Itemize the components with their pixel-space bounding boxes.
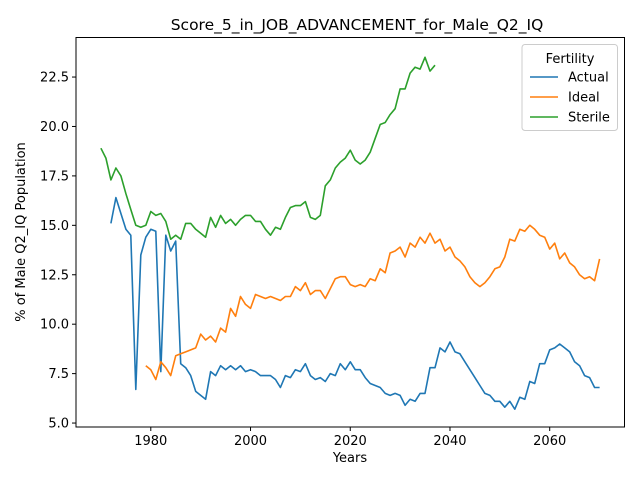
x-axis-ticks: 1980 2000 2020 2040 2060 [134, 427, 566, 449]
series-line-actual [110, 196, 600, 411]
x-tick-label: 2040 [433, 434, 466, 449]
y-tick-label: 12.5 [40, 268, 69, 283]
y-tick-label: 17.5 [40, 169, 69, 184]
legend-label-sterile: Sterile [568, 111, 610, 126]
series-line-ideal [145, 224, 601, 381]
y-tick-label: 5.0 [48, 417, 69, 432]
x-axis-label: Years [332, 451, 368, 466]
x-tick-label: 2000 [234, 434, 267, 449]
x-tick-label: 2020 [334, 434, 367, 449]
x-tick-label: 1980 [134, 434, 167, 449]
legend-label-ideal: Ideal [568, 91, 600, 106]
chart-title: Score_5_in_JOB_ADVANCEMENT_for_Male_Q2_I… [171, 16, 544, 35]
legend-entries: Actual Ideal Sterile [530, 71, 610, 126]
y-axis-ticks: 5.0 7.5 10.0 12.5 15.0 17.5 20.0 22.5 [40, 71, 76, 432]
legend-title: Fertility [546, 52, 595, 67]
y-axis-label: % of Male Q2_IQ Population [14, 142, 29, 322]
legend: Fertility Actual Ideal Sterile [521, 44, 618, 131]
plot-lines [100, 56, 601, 411]
y-tick-label: 22.5 [40, 71, 69, 86]
y-tick-label: 10.0 [40, 318, 69, 333]
y-tick-label: 7.5 [48, 367, 69, 382]
series-line-sterile [100, 56, 436, 240]
y-tick-label: 15.0 [40, 219, 69, 234]
x-tick-label: 2060 [533, 434, 566, 449]
legend-label-actual: Actual [568, 71, 609, 86]
legend-box [521, 44, 618, 131]
y-tick-label: 20.0 [40, 120, 69, 135]
